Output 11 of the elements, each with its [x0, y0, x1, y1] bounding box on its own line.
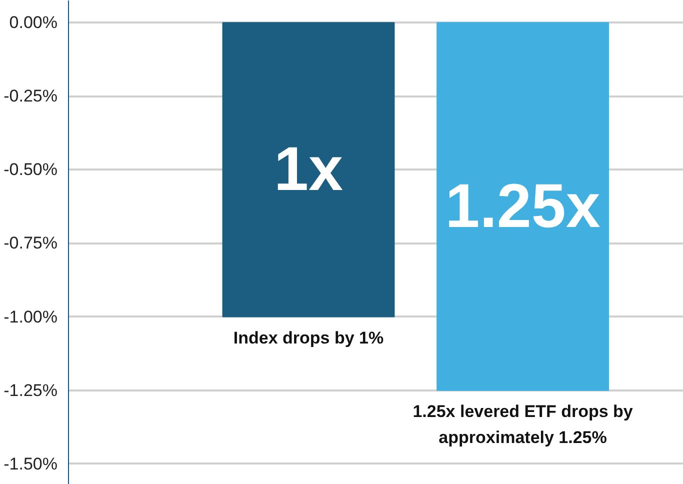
y-tick-label: -1.25%: [4, 380, 58, 400]
y-tick-label: -1.00%: [4, 307, 58, 326]
y-tick-label: -0.75%: [4, 234, 58, 253]
annotation: 1.25x: [445, 172, 601, 241]
x-tick-label: Index drops by 1%: [233, 328, 384, 348]
y-tick-label: -0.25%: [4, 86, 58, 106]
annotation: 1x: [274, 135, 344, 204]
x-tick-label: 1.25x levered ETF drops by approximately 1.25%: [412, 402, 634, 447]
y-tick-label: 0.00%: [9, 13, 58, 32]
y-tick-label: -0.50%: [4, 160, 58, 180]
y-tick-label: -1.50%: [4, 454, 58, 474]
